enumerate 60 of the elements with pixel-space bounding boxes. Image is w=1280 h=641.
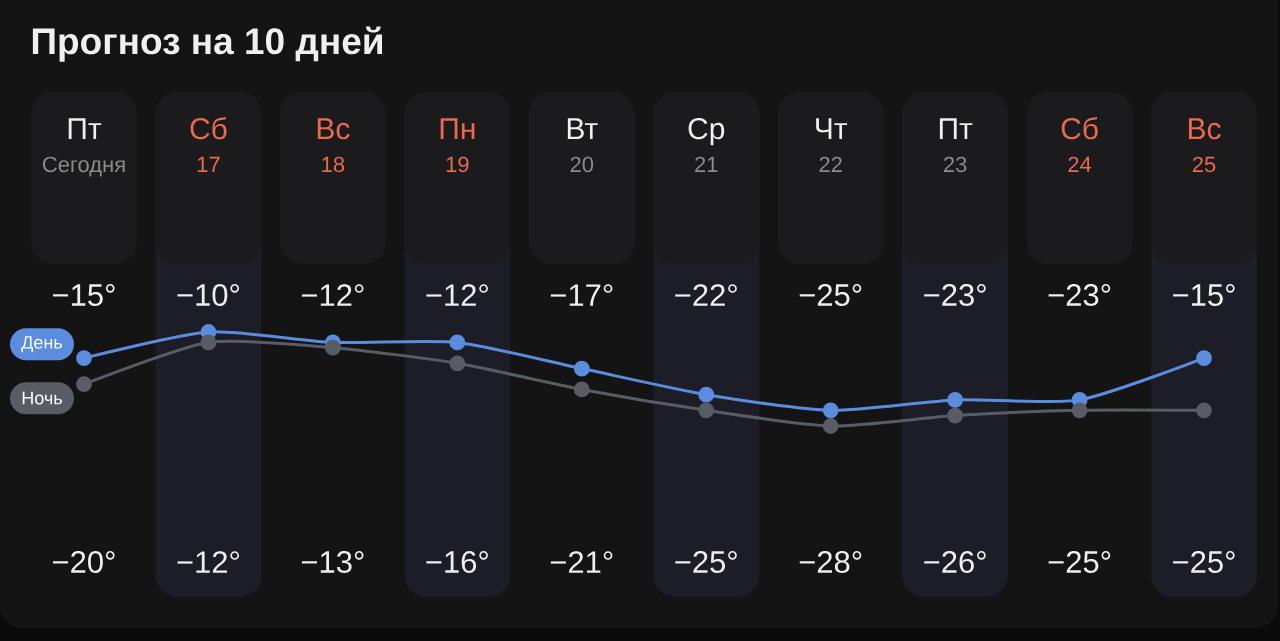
chart-title: Прогноз на 10 дней <box>32 26 383 62</box>
point <box>573 381 590 398</box>
x2-tick-label: 24 <box>1068 156 1092 172</box>
point <box>698 402 715 419</box>
point <box>573 360 590 377</box>
x-tick-label: Пт <box>68 118 102 139</box>
data-label: −20° <box>53 551 115 573</box>
point <box>76 350 92 366</box>
data-label: −26° <box>924 551 986 573</box>
x2-tick-label: 18 <box>322 156 345 173</box>
x2-tick-label: 25 <box>1192 156 1216 173</box>
data-label: −12° <box>301 284 364 306</box>
point <box>947 391 964 408</box>
x-tick-label: Сб <box>1061 117 1098 140</box>
data-label: −23° <box>1048 284 1111 306</box>
data-label: −12° <box>177 551 240 573</box>
x-tick-label: Сб <box>190 117 227 140</box>
data-label: −25° <box>675 551 737 573</box>
series-label: День <box>21 336 63 353</box>
data-label: −12° <box>426 284 488 306</box>
point <box>76 376 92 393</box>
data-label: −28° <box>799 551 862 573</box>
x2-tick-label: 23 <box>943 156 967 173</box>
x2-tick-label: 19 <box>446 156 469 173</box>
data-label: −25° <box>1173 551 1235 573</box>
data-label: −15° <box>53 284 115 306</box>
series-label: Ночь <box>22 391 62 405</box>
data-label: −25° <box>799 284 862 306</box>
point <box>200 334 217 351</box>
x2-tick-label: 17 <box>197 156 220 172</box>
point <box>822 402 839 419</box>
point <box>324 339 341 356</box>
data-label: −15° <box>1173 284 1235 306</box>
data-label: −21° <box>550 551 613 573</box>
x-tick-label: Пн <box>440 118 475 139</box>
data-label: −23° <box>924 284 986 306</box>
point <box>947 407 964 424</box>
x-tick-label: Ср <box>688 118 725 146</box>
point <box>698 386 715 403</box>
x2-tick-label: Сегодня <box>42 156 125 177</box>
data-label: −10° <box>177 284 240 306</box>
data-label: −13° <box>301 551 364 573</box>
data-label: −25° <box>1048 551 1111 573</box>
x-tick-label: Вс <box>1188 118 1221 140</box>
data-label: −16° <box>426 551 488 573</box>
data-label: −17° <box>550 284 613 306</box>
x2-tick-label: 22 <box>819 156 842 172</box>
x2-tick-label: 21 <box>695 156 718 172</box>
x-tick-label: Пт <box>939 118 973 139</box>
point <box>1196 402 1212 419</box>
data-label: −22° <box>675 284 737 306</box>
point <box>449 334 466 351</box>
x-tick-label: Вт <box>567 118 598 139</box>
point <box>1196 350 1212 366</box>
point <box>449 355 466 372</box>
point <box>822 418 839 434</box>
x-tick-label: Вс <box>317 118 350 140</box>
point <box>1071 402 1088 419</box>
x2-tick-label: 20 <box>570 156 594 173</box>
x-tick-label: Чт <box>816 118 848 139</box>
